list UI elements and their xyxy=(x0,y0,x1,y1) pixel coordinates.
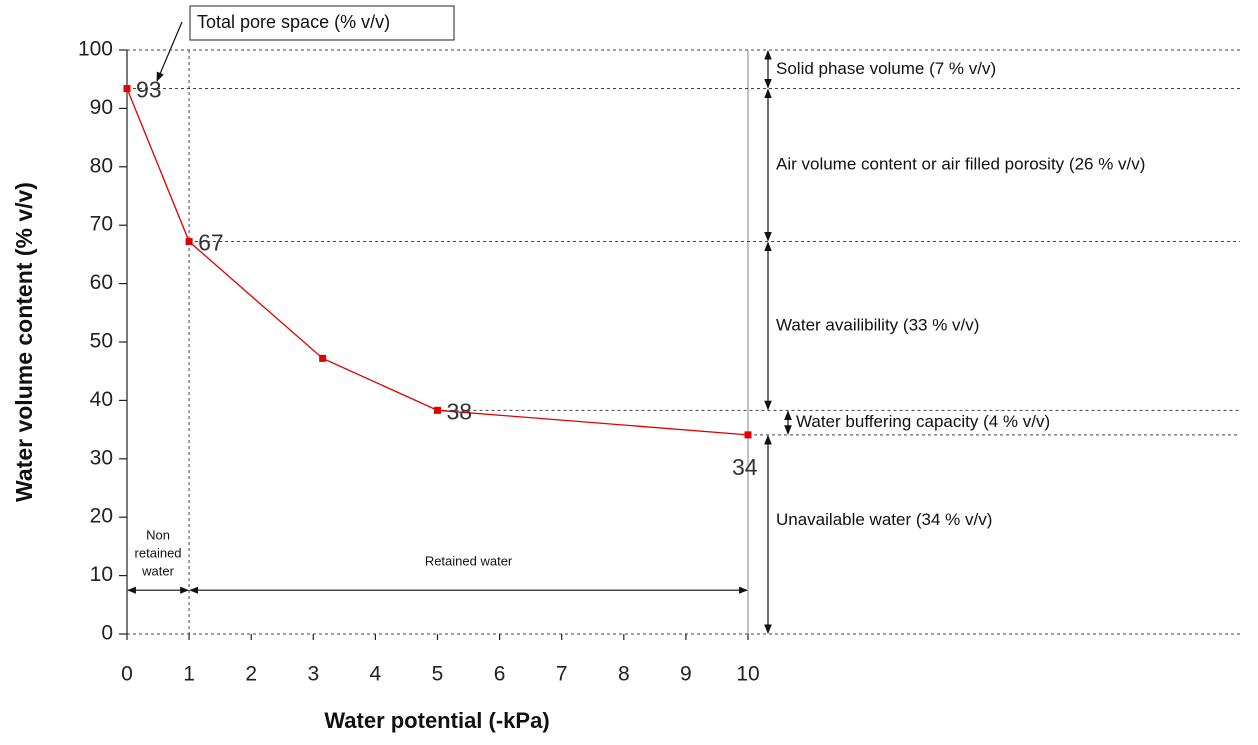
data-label: 93 xyxy=(136,77,162,103)
data-point xyxy=(434,406,441,414)
data-label: 38 xyxy=(447,398,473,424)
x-axis-title: Water potential (-kPa) xyxy=(324,708,549,733)
y-tick-label: 30 xyxy=(90,446,113,469)
x-tick-label: 7 xyxy=(556,663,568,686)
x-tick-label: 9 xyxy=(680,663,692,686)
annotation: Non xyxy=(146,528,170,543)
data-point xyxy=(744,431,752,439)
data-label: 34 xyxy=(732,454,758,480)
annotation: Retained water xyxy=(425,554,513,569)
y-tick-label: 40 xyxy=(90,388,113,411)
y-tick-label: 70 xyxy=(90,213,113,236)
x-tick-label: 1 xyxy=(183,663,195,686)
x-tick-label: 0 xyxy=(121,663,133,686)
annotation: water xyxy=(141,564,174,579)
x-tick-label: 10 xyxy=(736,663,759,686)
x-tick-label: 6 xyxy=(494,663,506,686)
annotation: Air volume content or air filled porosit… xyxy=(776,155,1145,174)
data-point xyxy=(185,238,193,246)
annotation: Water availibility (33 % v/v) xyxy=(776,315,979,334)
y-tick-label: 10 xyxy=(90,563,113,586)
x-tick-label: 4 xyxy=(370,663,382,686)
y-tick-label: 90 xyxy=(90,96,113,119)
annotation: Solid phase volume (7 % v/v) xyxy=(776,59,996,78)
y-tick-label: 0 xyxy=(101,622,113,645)
data-point xyxy=(319,354,327,362)
x-tick-label: 8 xyxy=(618,663,630,686)
annotation: retained xyxy=(135,546,182,561)
y-axis-title: Water volume content (% v/v) xyxy=(11,182,37,502)
y-tick-label: 50 xyxy=(90,330,113,353)
data-label: 67 xyxy=(198,230,224,256)
data-line xyxy=(126,88,749,436)
y-tick-label: 60 xyxy=(90,271,113,294)
x-tick-label: 3 xyxy=(307,663,319,686)
annotation-arrow xyxy=(156,21,183,82)
x-tick-label: 2 xyxy=(245,663,257,686)
annotation-box xyxy=(189,5,455,41)
annotation: Water buffering capacity (4 % v/v) xyxy=(796,412,1050,431)
y-tick-label: 80 xyxy=(90,154,113,177)
x-tick-label: 5 xyxy=(432,663,444,686)
annotation: Unavailable water (34 % v/v) xyxy=(776,510,992,529)
data-point xyxy=(123,85,131,93)
y-tick-label: 20 xyxy=(90,505,113,528)
y-tick-label: 100 xyxy=(78,38,113,61)
annotation: Total pore space (% v/v) xyxy=(197,12,390,32)
